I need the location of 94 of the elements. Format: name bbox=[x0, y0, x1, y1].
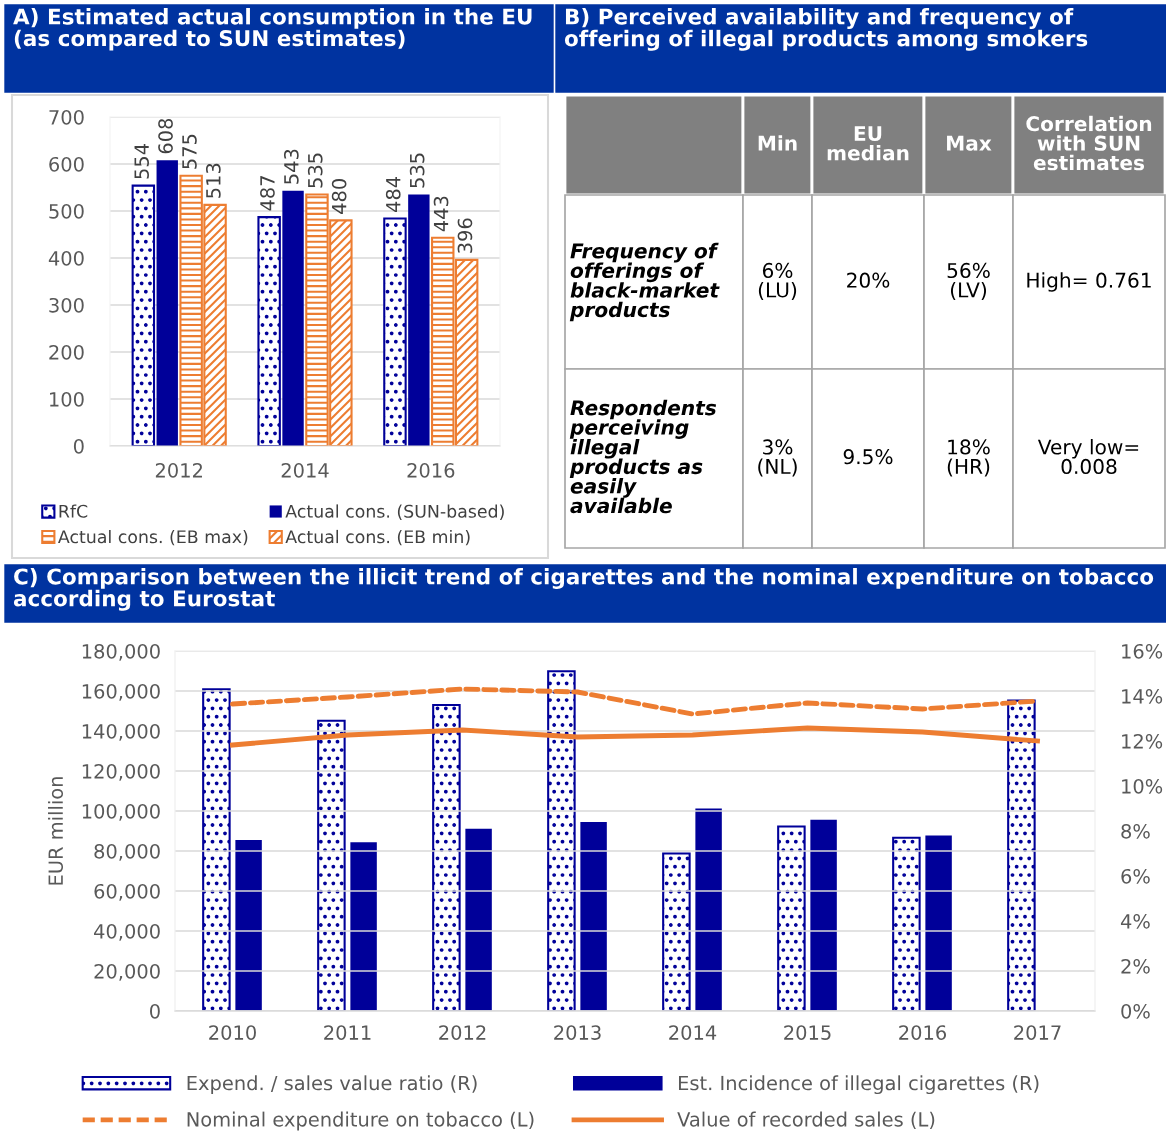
y-tick-label: 40,000 bbox=[94, 923, 160, 941]
x-tick-label: 2012 bbox=[155, 463, 202, 478]
text: 20% bbox=[847, 272, 890, 288]
data-label: 575 bbox=[182, 134, 197, 169]
legend-label: Nominal expenditure on tobacco (L) bbox=[187, 1111, 534, 1131]
y2-tick-label: 8% bbox=[1121, 823, 1150, 839]
bar bbox=[131, 184, 156, 446]
x-tick-label: 2016 bbox=[899, 1025, 947, 1040]
y-tick-label: 400 bbox=[48, 250, 84, 266]
data-label: 396 bbox=[457, 218, 473, 253]
x-tick-label: 2011 bbox=[324, 1025, 371, 1040]
chart-title: A) Estimated actual consumption in the EU (as compared to SUN estimates) bbox=[13, 8, 532, 51]
y-tick-label: 600 bbox=[49, 156, 84, 172]
data-label: 487 bbox=[260, 176, 275, 211]
text: Very low= 0.008 bbox=[1037, 439, 1139, 475]
x-tick-label: 2012 bbox=[439, 1025, 486, 1040]
bar bbox=[580, 822, 607, 1011]
y-tick-label: 300 bbox=[49, 297, 84, 313]
y-tick-label: 200 bbox=[49, 344, 84, 360]
bar bbox=[465, 828, 492, 1011]
category-label: Min bbox=[758, 135, 797, 151]
y-tick-label: 500 bbox=[49, 203, 84, 219]
y2-tick-label: 14% bbox=[1122, 688, 1163, 704]
y-tick-label: 140,000 bbox=[82, 723, 160, 741]
y-tick-label: 100,000 bbox=[82, 803, 160, 821]
bar bbox=[695, 808, 722, 1011]
y-tick-label: 80,000 bbox=[94, 843, 160, 861]
category-label: EU median bbox=[827, 126, 909, 161]
x-tick-label: 2014 bbox=[669, 1025, 717, 1040]
text: 56% (LV) bbox=[947, 262, 990, 300]
text: B) Perceived availability and frequency of offering of illegal products among smokers bbox=[564, 8, 1088, 51]
data-label: 535 bbox=[409, 153, 425, 188]
data-label: 543 bbox=[283, 149, 299, 184]
y-tick-label: 120,000 bbox=[82, 763, 160, 781]
data-label: 608 bbox=[158, 118, 173, 154]
x-tick-label: 2013 bbox=[554, 1025, 601, 1040]
bar bbox=[1007, 699, 1036, 1011]
legend-label: Expend. / sales value ratio (R) bbox=[187, 1075, 477, 1095]
data-label: 513 bbox=[205, 163, 221, 198]
bar bbox=[547, 670, 576, 1011]
bar bbox=[892, 836, 921, 1011]
text: 6% (LU) bbox=[758, 262, 797, 300]
data-label: 480 bbox=[331, 179, 347, 214]
y-tick-label: 0 bbox=[73, 438, 84, 454]
text: High= 0.761 bbox=[1027, 272, 1151, 292]
y2-tick-label: 0% bbox=[1121, 1003, 1150, 1019]
data-label: 535 bbox=[307, 153, 323, 188]
y2-tick-label: 2% bbox=[1121, 958, 1150, 974]
legend-label: Actual cons. (SUN-based) bbox=[285, 504, 504, 520]
x-tick-label: 2017 bbox=[1014, 1025, 1061, 1040]
bar bbox=[777, 825, 806, 1011]
bar bbox=[156, 160, 178, 446]
x-tick-label: 2015 bbox=[784, 1025, 831, 1040]
y2-tick-label: 16% bbox=[1122, 643, 1163, 659]
y-tick-label: 100 bbox=[50, 391, 84, 407]
text: 3% (NL) bbox=[758, 439, 797, 477]
chart-title: C) Comparison between the illicit trend of cigarettes and the nominal expenditure on tobacco according to Eurostat bbox=[13, 568, 1154, 611]
text: 9.5% bbox=[843, 449, 893, 465]
y2-tick-label: 10% bbox=[1122, 778, 1163, 794]
y-tick-label: 700 bbox=[49, 109, 84, 125]
y-tick-label: 0 bbox=[150, 1003, 160, 1019]
x-tick-label: 2014 bbox=[281, 463, 329, 478]
bar bbox=[202, 688, 231, 1011]
line-series bbox=[230, 725, 1040, 748]
bar bbox=[235, 840, 262, 1011]
legend-label: Value of recorded sales (L) bbox=[677, 1111, 935, 1129]
data-label: 484 bbox=[385, 176, 401, 213]
legend-label: Est. Incidence of illegal cigarettes (R) bbox=[679, 1075, 1039, 1095]
y2-tick-label: 4% bbox=[1120, 913, 1150, 929]
category-label: Max bbox=[947, 135, 992, 151]
y-tick-label: 20,000 bbox=[94, 963, 160, 981]
legend-label: Actual cons. (EB max) bbox=[58, 529, 248, 546]
y-tick-label: 160,000 bbox=[82, 683, 160, 701]
bar bbox=[432, 703, 461, 1011]
category-label: Frequency of offerings of black-market products bbox=[569, 242, 720, 322]
data-label: 443 bbox=[433, 196, 449, 232]
legend-label: Actual cons. (EB min) bbox=[285, 529, 470, 546]
category-label: Respondents perceiving illegal products as easily available bbox=[569, 399, 717, 514]
category-label: Correlation with SUN estimates bbox=[1026, 115, 1152, 171]
bar bbox=[925, 835, 952, 1011]
bar bbox=[810, 819, 837, 1011]
bar bbox=[317, 719, 346, 1011]
bar bbox=[662, 852, 691, 1011]
y-axis-title: EUR million bbox=[47, 777, 64, 885]
x-tick-label: 2010 bbox=[209, 1025, 256, 1040]
legend-label: RfC bbox=[59, 504, 88, 518]
x-tick-label: 2016 bbox=[407, 463, 455, 478]
bar bbox=[350, 842, 377, 1011]
y2-tick-label: 12% bbox=[1122, 733, 1163, 749]
y-tick-label: 180,000 bbox=[82, 643, 160, 661]
y2-tick-label: 6% bbox=[1121, 868, 1150, 884]
text: 18% (HR) bbox=[947, 439, 990, 477]
data-label: 554 bbox=[134, 144, 149, 179]
y-tick-label: 60,000 bbox=[94, 883, 160, 901]
